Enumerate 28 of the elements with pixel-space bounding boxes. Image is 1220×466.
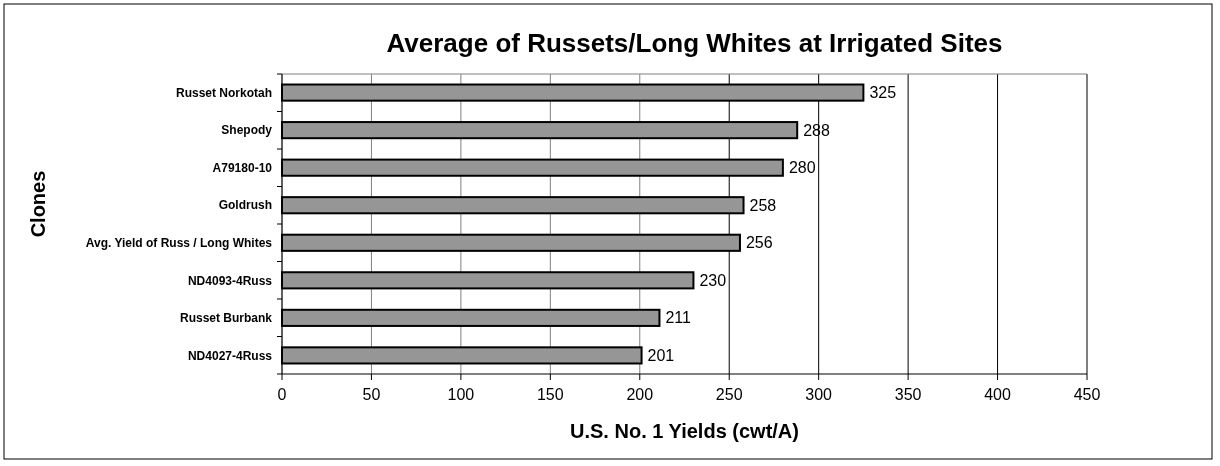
- y-tick-label: A79180-10: [212, 160, 273, 175]
- data-label: 211: [665, 309, 692, 327]
- data-label: 280: [788, 159, 816, 177]
- x-tick-label: 150: [536, 386, 564, 403]
- x-tick-label: 100: [447, 386, 475, 403]
- data-label: 230: [699, 271, 727, 289]
- data-label: 258: [749, 196, 777, 214]
- x-tick-label: 50: [362, 386, 381, 403]
- y-tick-label: Russet Norkotah: [175, 85, 272, 100]
- x-tick-label: 350: [894, 386, 922, 403]
- y-tick-label: Avg. Yield of Russ / Long Whites: [85, 235, 273, 250]
- data-label: 201: [647, 347, 675, 365]
- x-axis-title: U.S. No. 1 Yields (cwt/A): [570, 420, 799, 442]
- y-axis-title: Clones: [27, 170, 49, 238]
- x-tick-label: 0: [277, 386, 287, 403]
- x-tick-label: 300: [805, 386, 833, 403]
- data-label: 325: [869, 84, 897, 102]
- chart-title: Average of Russets/Long Whites at Irrigated Sites: [386, 28, 1003, 58]
- x-tick-label: 200: [626, 386, 654, 403]
- y-tick-label: ND4027-4Russ: [187, 348, 273, 363]
- y-tick-label: Shepody: [221, 123, 273, 138]
- y-tick-label: Russet Burbank: [179, 311, 273, 326]
- y-tick-label: Goldrush: [218, 198, 272, 213]
- x-tick-label: 400: [984, 386, 1011, 403]
- x-tick-label: 450: [1073, 386, 1101, 403]
- y-tick-label: ND4093-4Russ: [187, 273, 273, 288]
- data-label: 256: [745, 234, 773, 252]
- x-tick-label: 250: [715, 386, 743, 403]
